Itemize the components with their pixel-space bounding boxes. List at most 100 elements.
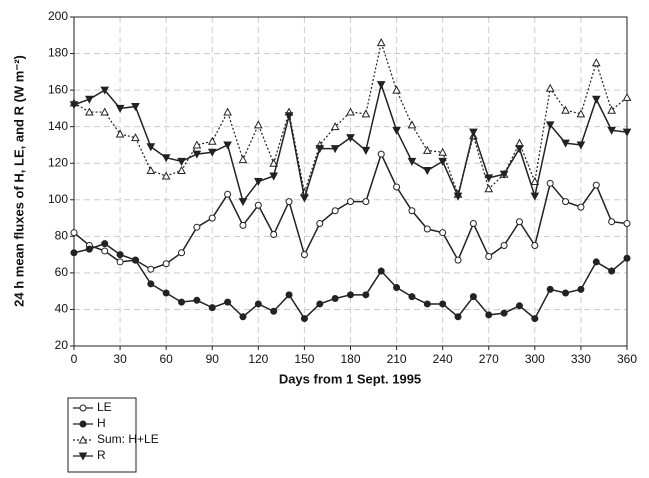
data-point: [70, 249, 78, 257]
data-point: [315, 145, 325, 154]
data-point: [238, 155, 248, 164]
data-point: [100, 86, 110, 95]
data-point: [285, 198, 293, 206]
data-point: [562, 198, 570, 206]
legend-label: H: [97, 416, 106, 430]
data-point: [376, 81, 386, 90]
data-point: [545, 121, 555, 130]
x-tick-label: 150: [294, 352, 314, 366]
data-point: [193, 296, 201, 304]
data-point: [253, 120, 263, 129]
data-point: [377, 267, 385, 275]
data-point: [224, 298, 232, 306]
legend-marker: [79, 420, 87, 428]
data-point: [131, 256, 139, 264]
data-point: [316, 220, 324, 228]
data-point: [423, 300, 431, 308]
data-point: [515, 302, 523, 310]
y-axis-title: 24 h mean fluxes of H, LE, and R (W m⁻²): [11, 55, 26, 307]
data-point: [207, 136, 217, 145]
data-point: [115, 129, 125, 138]
y-tick-label: 100: [48, 192, 68, 206]
data-point: [485, 311, 493, 319]
data-point: [438, 147, 448, 156]
data-point: [347, 198, 354, 206]
data-point: [453, 192, 463, 201]
data-point: [530, 192, 540, 201]
x-tick-label: 210: [387, 352, 407, 366]
data-point: [515, 218, 523, 226]
data-point: [484, 184, 494, 193]
data-point: [423, 225, 431, 233]
data-point: [85, 107, 94, 116]
data-point: [454, 256, 462, 264]
data-point: [270, 307, 278, 315]
data-point: [408, 207, 416, 215]
data-point: [85, 95, 94, 104]
data-point: [69, 101, 79, 110]
data-point: [531, 315, 539, 323]
data-point: [393, 183, 401, 191]
data-point: [608, 218, 616, 226]
data-point: [577, 285, 585, 293]
legend-marker: [78, 452, 88, 461]
data-point: [561, 139, 570, 148]
data-point: [576, 109, 586, 118]
data-point: [361, 109, 371, 118]
data-point: [361, 146, 371, 155]
data-point: [469, 220, 477, 228]
data-point: [316, 300, 324, 308]
y-tick-label: 20: [55, 338, 69, 352]
data-point: [147, 265, 155, 273]
data-point: [485, 252, 493, 260]
data-point: [146, 165, 156, 175]
data-point: [408, 293, 416, 301]
data-point: [439, 300, 447, 308]
data-point: [530, 176, 540, 185]
data-point: [116, 251, 124, 259]
data-point: [347, 291, 354, 299]
data-point: [500, 309, 508, 317]
data-point: [178, 249, 186, 257]
data-point: [454, 313, 462, 321]
data-point: [622, 128, 632, 137]
x-tick-label: 180: [340, 352, 360, 366]
legend-label: Sum: H+LE: [97, 432, 159, 446]
data-point: [177, 157, 186, 166]
data-point: [376, 38, 386, 47]
data-point: [161, 171, 171, 180]
data-point: [362, 291, 370, 299]
legend-label: R: [97, 448, 106, 462]
data-point: [239, 221, 247, 229]
data-point: [85, 245, 93, 253]
data-point: [392, 126, 401, 135]
data-point: [422, 145, 432, 154]
data-point: [254, 300, 262, 308]
data-point: [177, 165, 186, 175]
y-tick-label: 180: [48, 46, 68, 60]
data-point: [238, 198, 248, 207]
data-point: [469, 293, 477, 301]
data-point: [116, 258, 124, 266]
data-point: [393, 284, 401, 292]
data-point: [269, 158, 279, 167]
data-point: [147, 280, 155, 288]
data-point: [207, 148, 217, 157]
data-point: [253, 178, 263, 187]
data-point: [591, 95, 601, 104]
y-tick-label: 140: [48, 119, 68, 133]
data-point: [330, 145, 340, 154]
data-point: [270, 231, 278, 239]
x-tick-label: 0: [71, 352, 78, 366]
data-point: [438, 157, 448, 166]
plot-frame: [73, 16, 628, 347]
legend-label: LE: [97, 400, 112, 414]
x-tick-label: 330: [571, 352, 591, 366]
y-tick-label: 60: [55, 265, 69, 279]
data-point: [70, 229, 78, 237]
data-point: [591, 58, 601, 67]
data-point: [131, 103, 140, 112]
x-tick-label: 120: [248, 352, 268, 366]
data-point: [608, 267, 616, 275]
